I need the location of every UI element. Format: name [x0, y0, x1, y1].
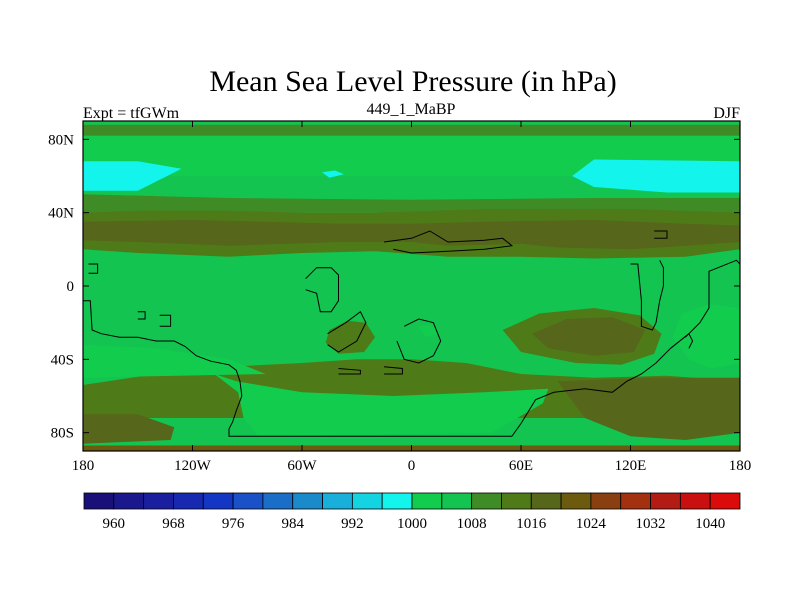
colorbar-box — [620, 492, 651, 510]
colorbar-box — [411, 492, 443, 510]
coastline-13 — [684, 332, 694, 349]
contour-region-ridge-1018-north — [83, 220, 740, 250]
coastline-8 — [384, 230, 514, 254]
center-label: 449_1_MaBP — [367, 101, 456, 118]
y-tick-label: 40N — [48, 206, 74, 222]
x-tick-label: 60W — [287, 458, 317, 474]
colorbar-box — [560, 492, 592, 510]
colorbar-box — [590, 492, 622, 510]
contour-region-band-1002-north — [83, 135, 740, 176]
colorbar-label: 960 — [103, 516, 126, 532]
colorbar-box — [262, 492, 294, 510]
colorbar-box — [650, 492, 681, 510]
contour-region-cell-1018-southpac — [532, 317, 646, 356]
colorbar-box — [113, 492, 145, 510]
contour-region-band-1010-high-north — [83, 124, 740, 136]
colorbar-box — [381, 492, 413, 510]
coastline-7 — [338, 368, 361, 375]
colorbar-box — [232, 492, 264, 510]
colorbar-label: 1024 — [576, 516, 607, 532]
coastline-layer — [83, 230, 740, 437]
colorbar-box — [292, 492, 323, 510]
colorbar-label: 992 — [341, 516, 364, 532]
contour-region-cell-1002-island — [418, 324, 437, 338]
colorbar-box — [322, 492, 353, 510]
colorbar-label: 976 — [222, 516, 245, 532]
colorbar-box — [471, 492, 502, 510]
coastline-3 — [159, 314, 172, 327]
colorbar-box — [143, 492, 174, 510]
colorbar-box — [709, 492, 741, 510]
chart-title: Mean Sea Level Pressure (in hPa) — [209, 65, 616, 98]
y-tick-label: 0 — [67, 279, 75, 295]
x-tick-label: 180 — [72, 458, 95, 474]
coastline-5 — [305, 267, 339, 313]
coastline-11 — [654, 230, 668, 239]
contour-region-trough-1002-south — [214, 374, 549, 437]
x-tick-label: 180 — [729, 458, 752, 474]
contour-region-ridge-1018-southwest — [83, 414, 175, 444]
colorbar-box — [679, 492, 711, 510]
contour-region-cell-1002-southeast — [672, 304, 740, 369]
coastline-2 — [83, 259, 740, 437]
colorbar-label: 984 — [281, 516, 304, 532]
left-label: Expt = tfGWm — [83, 105, 180, 122]
colorbar-box — [441, 492, 473, 510]
y-tick-label: 80S — [51, 426, 74, 442]
colorbar-box — [202, 492, 234, 510]
colorbar-label: 1016 — [516, 516, 547, 532]
y-tick-label: 80N — [48, 132, 74, 148]
x-tick-label: 0 — [408, 458, 416, 474]
colorbar-label: 1008 — [457, 516, 487, 532]
colorbar-box — [173, 492, 204, 510]
contour-region-low-998-northwest — [83, 161, 182, 191]
contour-region-cell-1002-southwest — [83, 344, 266, 378]
colorbar-box — [501, 492, 532, 510]
contour-region-band-1010-midnorth — [83, 194, 740, 213]
colorbar-label: 968 — [162, 516, 185, 532]
colorbar-label: 1000 — [397, 516, 427, 532]
coastline-1 — [88, 263, 99, 274]
x-tick-label: 60E — [509, 458, 533, 474]
contour-region-ridge-1018-southeast — [557, 377, 740, 440]
right-label: DJF — [713, 105, 740, 122]
coastline-6 — [327, 310, 367, 353]
coastline-9 — [396, 318, 442, 364]
coastline-12 — [630, 260, 664, 331]
colorbar: 960 968 976 984 992 1000 1008 1016 1024 1032 1040 — [83, 492, 741, 532]
colorbar-box — [351, 492, 383, 510]
coastline-10 — [384, 366, 403, 375]
y-tick-label: 40S — [51, 352, 74, 368]
x-tick-label: 120W — [174, 458, 212, 474]
colorbar-box — [83, 492, 115, 510]
axes: 180 120W 60W 0 60E 120E 180 80N 40N 0 40S 80S — [48, 121, 751, 474]
x-tick-label: 120E — [615, 458, 647, 474]
colorbar-label: 1040 — [695, 516, 725, 532]
contour-map — [83, 121, 740, 451]
colorbar-box — [530, 492, 562, 510]
contour-region-low-998-northeast — [572, 159, 740, 193]
colorbar-label: 1032 — [636, 516, 666, 532]
coastline-4 — [137, 311, 146, 320]
contour-region-low-998-northcentral — [322, 170, 344, 178]
